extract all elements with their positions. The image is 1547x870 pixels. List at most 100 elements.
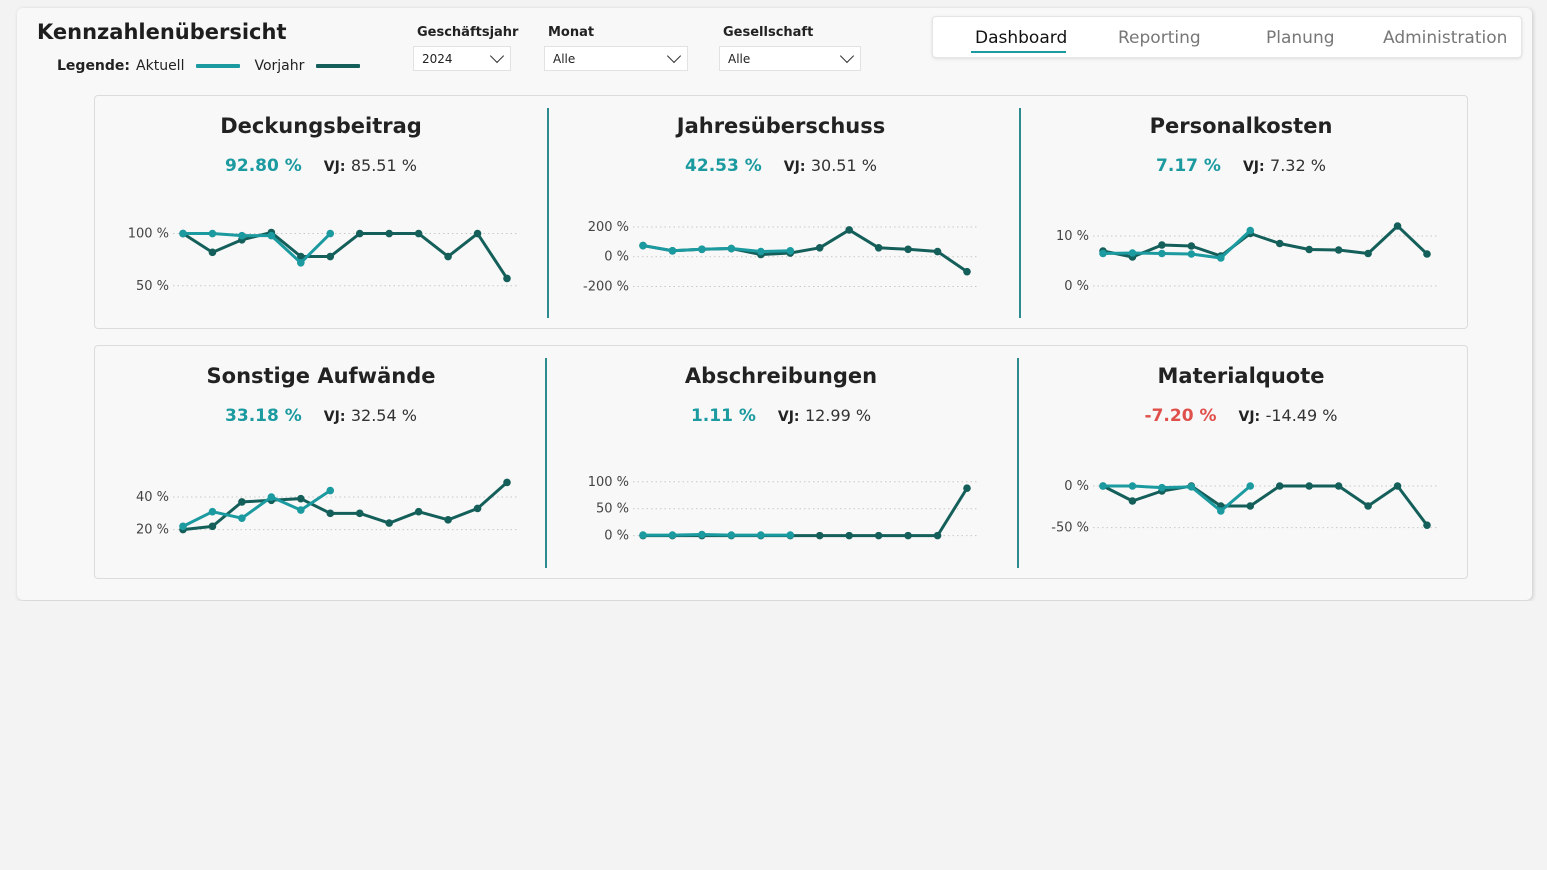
filter-year-label: Geschäftsjahr bbox=[417, 25, 519, 40]
main-nav: Dashboard Reporting Planung Administrati… bbox=[932, 16, 1522, 58]
data-point bbox=[355, 229, 364, 238]
data-point bbox=[238, 498, 246, 506]
data-point bbox=[786, 531, 795, 539]
data-point bbox=[208, 507, 217, 516]
filter-year-dropdown[interactable]: 2024 bbox=[413, 46, 511, 71]
data-point bbox=[326, 509, 335, 518]
data-point bbox=[963, 484, 971, 493]
chevron-down-icon bbox=[489, 48, 505, 64]
series-line-previous bbox=[181, 230, 509, 280]
kpi-previous-value: 85.51 % bbox=[350, 156, 417, 175]
series-line-current bbox=[641, 244, 792, 254]
kpi-vj-label: VJ: bbox=[323, 159, 346, 175]
data-point bbox=[1128, 249, 1137, 257]
kpi-card-deckungsbeitrag: Deckungsbeitrag 92.80 % VJ: 85.51 % 100 %… bbox=[95, 96, 547, 328]
data-point bbox=[208, 229, 217, 238]
legend-label: Legende: bbox=[57, 58, 131, 74]
data-point bbox=[238, 231, 246, 240]
data-point bbox=[786, 246, 795, 255]
filter-year-value: 2024 bbox=[422, 51, 453, 66]
kpi-values: 33.18 % VJ: 32.54 % bbox=[95, 406, 547, 426]
data-point bbox=[297, 506, 305, 514]
kpi-values: 92.80 % VJ: 85.51 % bbox=[95, 156, 547, 176]
filter-month-label: Monat bbox=[548, 25, 595, 40]
kpi-vj-label: VJ: bbox=[1238, 409, 1261, 425]
filter-company-value: Alle bbox=[728, 51, 751, 66]
data-point bbox=[639, 531, 647, 539]
kpi-previous-value: 12.99 % bbox=[804, 406, 872, 425]
data-point bbox=[1187, 242, 1196, 250]
data-point bbox=[503, 478, 511, 487]
data-point bbox=[668, 531, 677, 539]
data-point bbox=[874, 244, 883, 252]
kpi-panel-top: Deckungsbeitrag 92.80 % VJ: 85.51 % 100 %… bbox=[94, 95, 1468, 329]
y-tick-label: 40 % bbox=[136, 490, 169, 505]
y-tick-label: 50 % bbox=[596, 502, 629, 517]
kpi-values: 7.17 % VJ: 7.32 % bbox=[1015, 156, 1467, 176]
y-tick-label: -50 % bbox=[1051, 521, 1089, 536]
report-canvas: Kennzahlenübersicht Legende: Aktuell Vor… bbox=[17, 8, 1532, 600]
line-chart-sonstige-aufwaende: 40 % 20 % bbox=[136, 478, 517, 538]
tab-reporting[interactable]: Reporting bbox=[1118, 28, 1201, 48]
filter-company-label: Gesellschaft bbox=[723, 25, 814, 40]
empty-background bbox=[0, 601, 1547, 870]
y-tick-label: 0 % bbox=[1064, 479, 1089, 494]
data-point bbox=[1393, 482, 1402, 490]
filter-month: Monat Alle bbox=[544, 25, 688, 71]
legend-previous-swatch bbox=[316, 64, 361, 68]
series-line-current bbox=[1101, 229, 1252, 260]
data-point bbox=[385, 229, 393, 238]
data-point bbox=[1423, 521, 1431, 529]
kpi-card-materialquote: Materialquote -7.20 % VJ: -14.49 % 0 % -50… bbox=[1015, 346, 1467, 578]
kpi-vj-label: VJ: bbox=[1242, 159, 1265, 175]
data-point bbox=[238, 514, 246, 523]
data-point bbox=[727, 531, 736, 539]
data-point bbox=[874, 531, 883, 540]
filter-company-dropdown[interactable]: Alle bbox=[719, 46, 861, 71]
data-point bbox=[1158, 483, 1166, 492]
kpi-values: 42.53 % VJ: 30.51 % bbox=[555, 156, 1007, 176]
kpi-title: Deckungsbeitrag bbox=[220, 114, 422, 138]
filter-month-dropdown[interactable]: Alle bbox=[544, 46, 688, 71]
data-point bbox=[1128, 482, 1137, 490]
data-point bbox=[1334, 482, 1343, 490]
data-point bbox=[1246, 502, 1255, 510]
kpi-panel-bottom: Sonstige Aufwände 33.18 % VJ: 32.54 % 40 … bbox=[94, 345, 1468, 579]
data-point bbox=[845, 226, 853, 234]
data-point bbox=[1128, 497, 1137, 505]
data-point bbox=[963, 267, 971, 276]
filter-month-value: Alle bbox=[553, 51, 576, 66]
data-point bbox=[385, 519, 393, 527]
data-point bbox=[179, 229, 187, 238]
data-point bbox=[326, 252, 335, 261]
data-point bbox=[1187, 250, 1196, 258]
line-chart-jahresueberschuss: 200 % 0 % -200 % bbox=[583, 220, 977, 295]
data-point bbox=[414, 229, 423, 238]
tab-administration[interactable]: Administration bbox=[1383, 28, 1508, 48]
data-point bbox=[1364, 249, 1372, 258]
y-tick-label: 50 % bbox=[136, 279, 169, 294]
series-line-current bbox=[1101, 484, 1252, 513]
y-tick-label: -200 % bbox=[583, 280, 629, 295]
series-line-current bbox=[641, 533, 792, 537]
series-line-previous bbox=[1101, 484, 1429, 527]
data-point bbox=[815, 531, 824, 540]
data-point bbox=[1217, 507, 1225, 515]
data-point bbox=[1305, 245, 1313, 254]
data-point bbox=[444, 252, 452, 261]
data-point bbox=[267, 493, 276, 501]
data-point bbox=[1158, 249, 1166, 258]
data-point bbox=[297, 494, 305, 503]
kpi-card-abschreibungen: Abschreibungen 1.11 % VJ: 12.99 % 100 % 50… bbox=[555, 346, 1007, 578]
data-point bbox=[1246, 482, 1255, 490]
chevron-down-icon bbox=[839, 48, 855, 64]
data-point bbox=[1217, 254, 1225, 262]
data-point bbox=[1364, 502, 1372, 510]
data-point bbox=[208, 522, 217, 531]
tab-dashboard[interactable]: Dashboard bbox=[975, 28, 1068, 48]
data-point bbox=[904, 245, 912, 254]
kpi-previous-value: -14.49 % bbox=[1265, 406, 1338, 425]
data-point bbox=[297, 258, 305, 267]
kpi-previous-value: 7.32 % bbox=[1270, 156, 1326, 175]
tab-planung[interactable]: Planung bbox=[1266, 28, 1335, 48]
